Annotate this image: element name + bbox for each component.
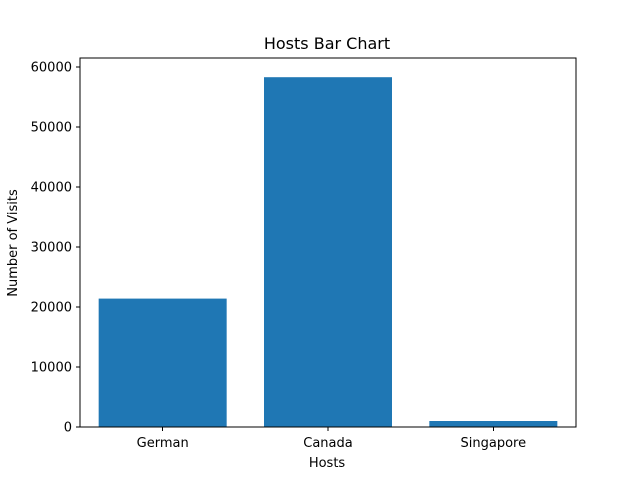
x-axis-label: Hosts [309,456,346,471]
chart-title: Hosts Bar Chart [264,34,390,53]
bar-canada [264,77,392,427]
y-axis-ticks: 0 10000 20000 30000 40000 50000 60000 [31,61,80,436]
y-tick-label: 50000 [31,121,72,136]
x-tick-label: Canada [303,436,352,451]
y-tick-label: 30000 [31,241,72,256]
x-tick-label: German [137,436,189,451]
x-tick-label: Singapore [461,436,527,451]
bar-german [98,298,227,427]
y-tick-label: 10000 [31,361,72,376]
y-tick-label: 60000 [31,61,72,76]
bars-layer [98,77,558,427]
y-axis-label: Number of Visits [6,189,21,297]
plot-frame [79,57,577,428]
x-axis-ticks: German Canada Singapore [137,427,526,451]
bar-singapore [429,421,558,427]
y-tick-label: 40000 [31,181,72,196]
y-tick-label: 20000 [31,301,72,316]
y-tick-label: 0 [64,421,72,436]
